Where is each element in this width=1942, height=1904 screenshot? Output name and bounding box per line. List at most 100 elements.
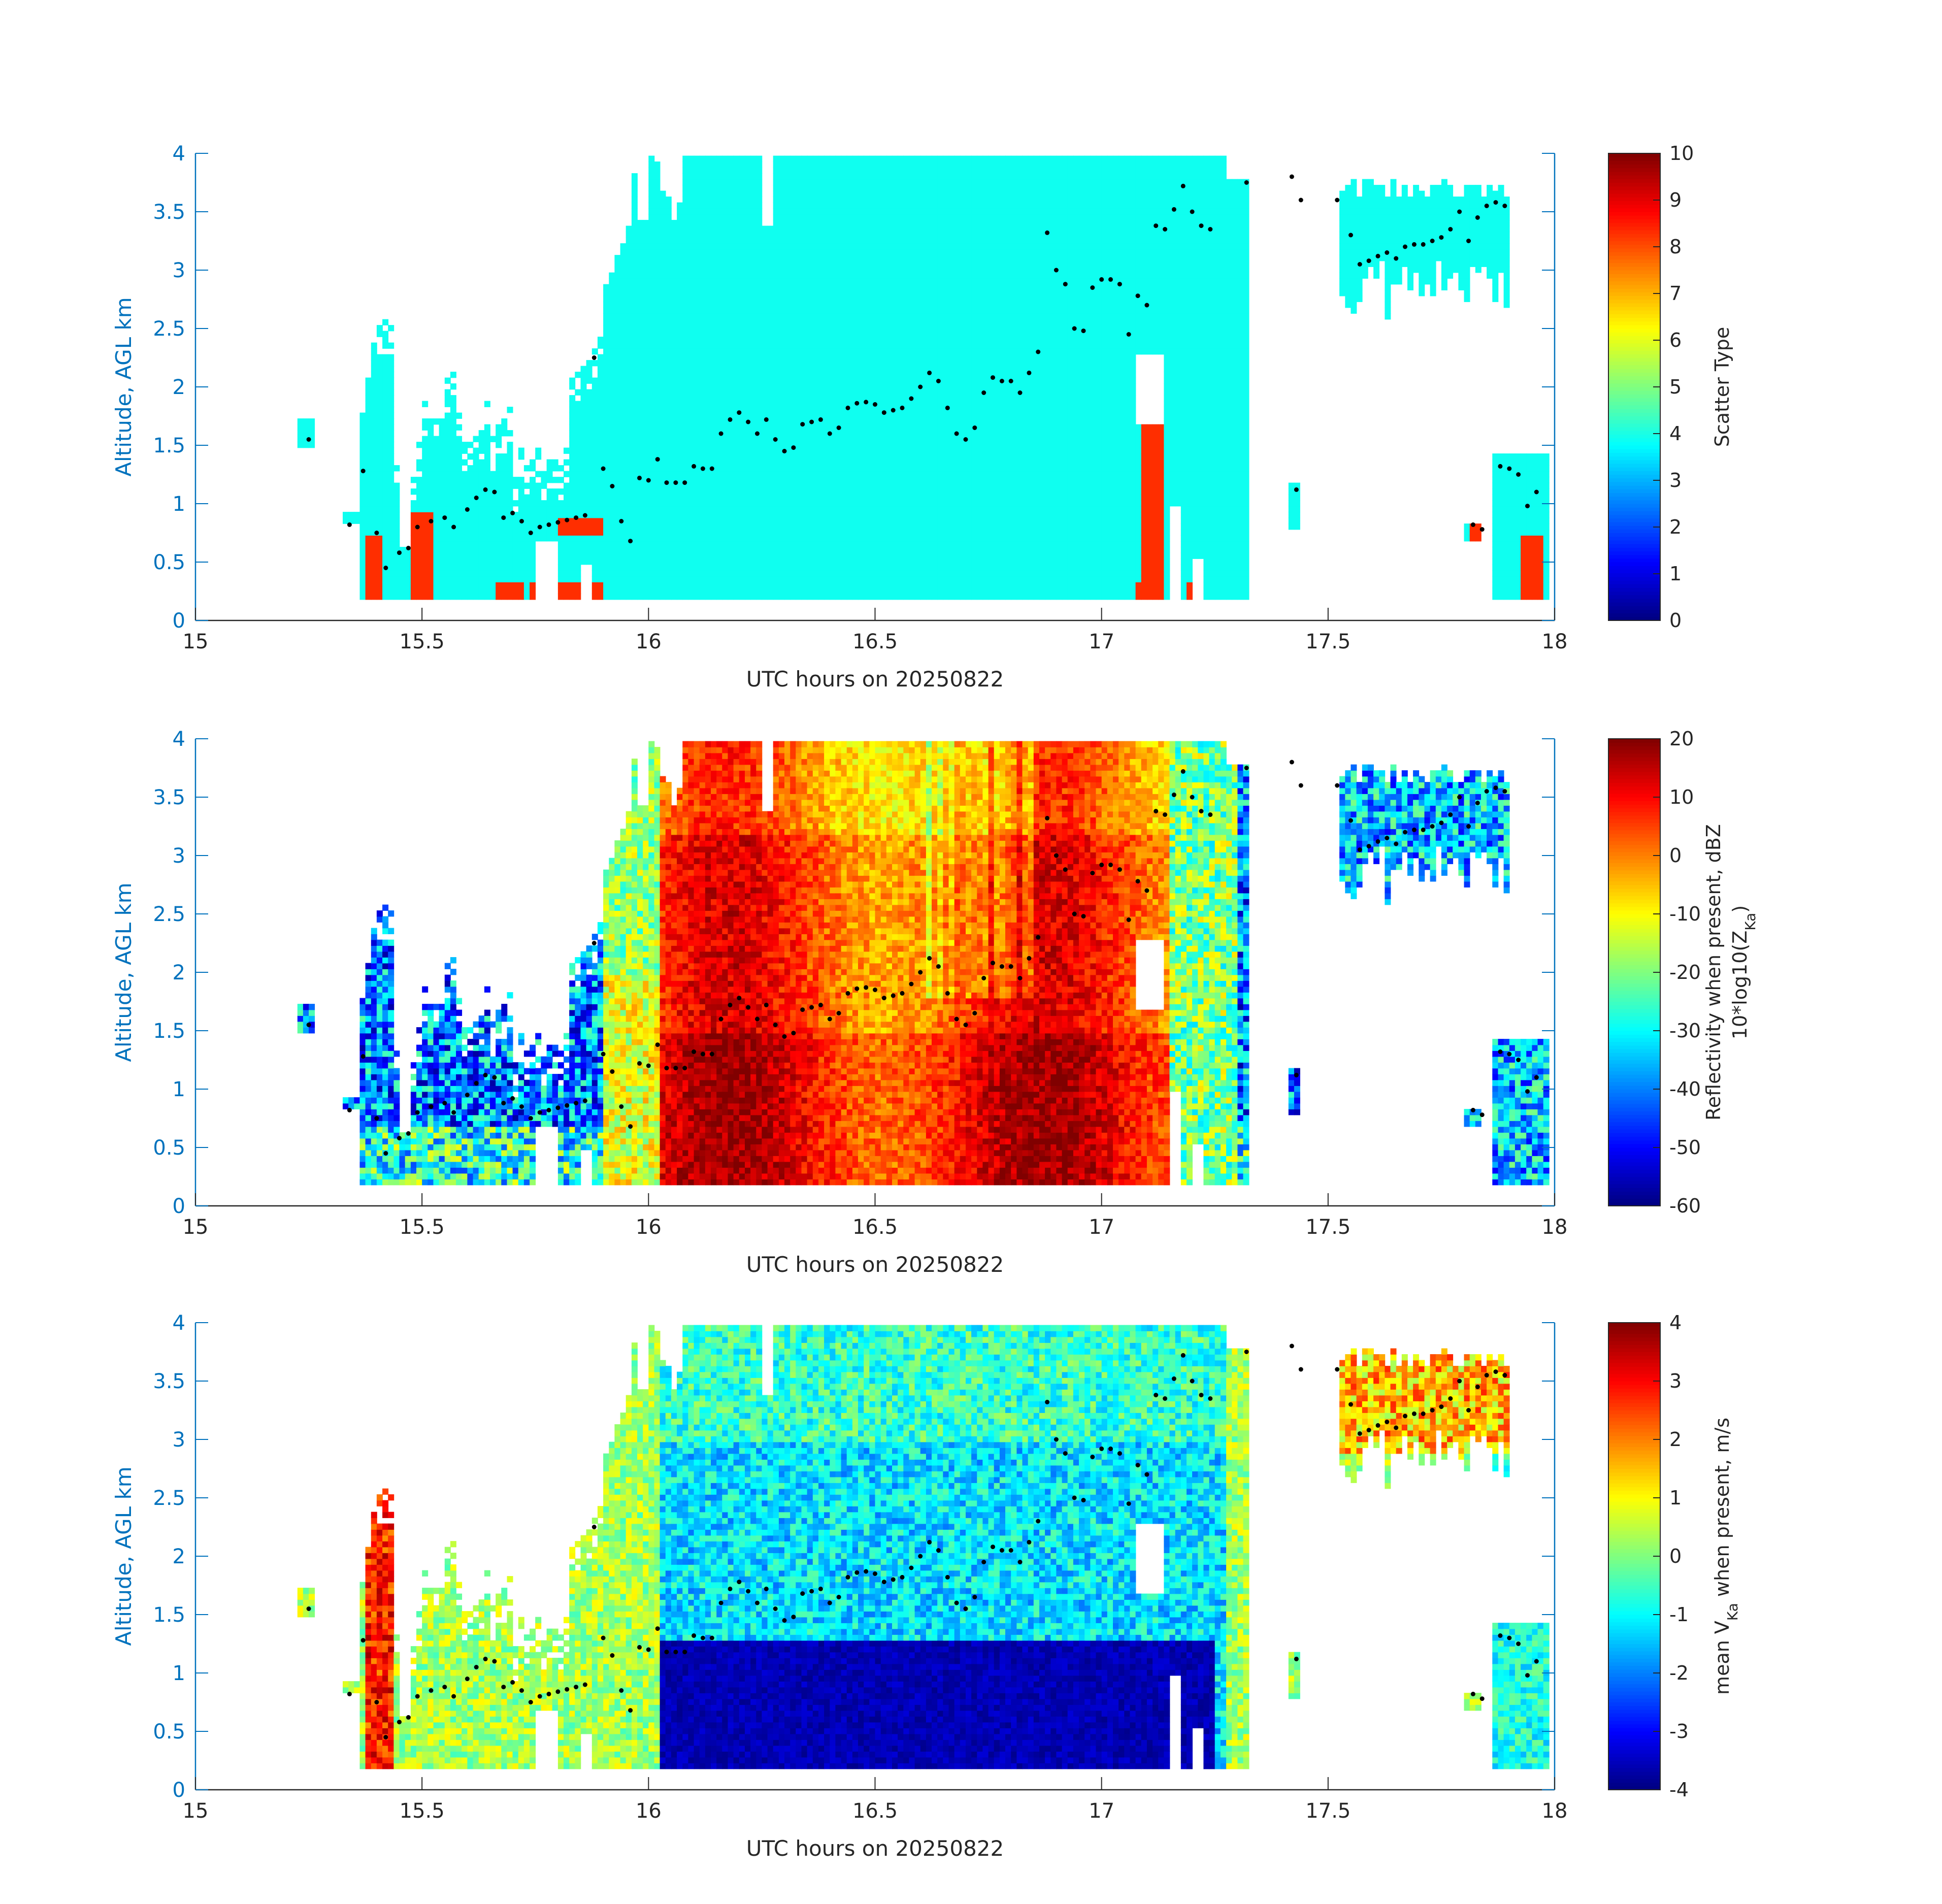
heatmap-cell bbox=[382, 465, 388, 471]
heatmap-cell bbox=[779, 570, 785, 576]
heatmap-cell bbox=[643, 354, 649, 360]
heatmap-cell bbox=[632, 471, 638, 477]
heatmap-cell bbox=[614, 442, 620, 448]
heatmap-cell bbox=[393, 570, 400, 576]
heatmap-cell bbox=[592, 442, 598, 448]
heatmap-cell bbox=[779, 471, 785, 477]
heatmap-cell bbox=[513, 582, 519, 588]
heatmap-cell bbox=[360, 530, 366, 536]
heatmap-cell bbox=[711, 413, 717, 419]
heatmap-cell bbox=[620, 383, 627, 389]
heatmap-cell bbox=[496, 506, 502, 512]
heatmap-cell bbox=[728, 238, 734, 244]
heatmap-cell bbox=[796, 243, 802, 249]
heatmap-cell bbox=[382, 471, 388, 477]
heatmap-cell bbox=[586, 530, 593, 536]
heatmap-cell bbox=[620, 500, 627, 506]
heatmap-cell bbox=[705, 395, 711, 401]
heatmap-cell bbox=[393, 565, 400, 571]
heatmap-cell bbox=[598, 343, 604, 349]
heatmap-cell bbox=[728, 378, 734, 384]
heatmap-cell bbox=[654, 523, 661, 530]
heatmap-cell bbox=[581, 477, 587, 483]
heatmap-cell bbox=[496, 570, 502, 576]
heatmap-cell bbox=[456, 530, 462, 536]
heatmap-cell bbox=[728, 453, 734, 459]
heatmap-cell bbox=[705, 530, 711, 536]
heatmap-cell bbox=[434, 465, 440, 471]
heatmap-cell bbox=[632, 413, 638, 419]
heatmap-cell bbox=[660, 488, 666, 495]
heatmap-cell bbox=[711, 424, 717, 431]
heatmap-cell bbox=[382, 500, 388, 506]
heatmap-cell bbox=[762, 325, 768, 331]
heatmap-cell bbox=[739, 477, 745, 483]
heatmap-cell bbox=[779, 588, 785, 594]
heatmap-cell bbox=[609, 436, 615, 442]
heatmap-cell bbox=[773, 290, 779, 296]
heatmap-cell bbox=[768, 354, 774, 360]
heatmap-cell bbox=[581, 372, 587, 378]
heatmap-cell bbox=[484, 530, 490, 536]
heatmap-cell bbox=[637, 395, 643, 401]
heatmap-cell bbox=[473, 465, 479, 471]
heatmap-cell bbox=[575, 459, 581, 466]
heatmap-cell bbox=[552, 506, 558, 512]
heatmap-cell bbox=[666, 424, 672, 431]
heatmap-cell bbox=[688, 418, 694, 424]
heatmap-cell bbox=[666, 495, 672, 501]
heatmap-cell bbox=[603, 401, 609, 407]
heatmap-cell bbox=[626, 337, 632, 343]
heatmap-cell bbox=[445, 570, 451, 576]
heatmap-cell bbox=[632, 588, 638, 594]
heatmap-cell bbox=[660, 383, 666, 389]
heatmap-cell bbox=[677, 471, 683, 477]
heatmap-cell bbox=[598, 535, 604, 541]
heatmap-cell bbox=[688, 495, 694, 501]
heatmap-cell bbox=[796, 430, 802, 436]
heatmap-cell bbox=[790, 354, 796, 360]
heatmap-cell bbox=[648, 325, 654, 331]
heatmap-cell bbox=[796, 500, 802, 506]
heatmap-cell bbox=[371, 413, 377, 419]
heatmap-cell bbox=[756, 389, 762, 396]
heatmap-cell bbox=[309, 442, 315, 448]
heatmap-cell bbox=[377, 442, 383, 448]
heatmap-cell bbox=[784, 477, 791, 483]
heatmap-cell bbox=[734, 389, 740, 396]
heatmap-cell bbox=[700, 535, 706, 541]
heatmap-cell bbox=[535, 530, 541, 536]
heatmap-cell bbox=[666, 360, 672, 366]
heatmap-cell bbox=[371, 418, 377, 424]
heatmap-cell bbox=[745, 389, 751, 396]
heatmap-cell bbox=[796, 547, 802, 553]
heatmap-cell bbox=[637, 249, 643, 255]
heatmap-cell bbox=[756, 302, 762, 308]
heatmap-cell bbox=[632, 570, 638, 576]
heatmap-cell bbox=[750, 442, 756, 448]
heatmap-cell bbox=[620, 541, 627, 547]
heatmap-cell bbox=[711, 378, 717, 384]
heatmap-cell bbox=[796, 156, 802, 162]
heatmap-cell bbox=[745, 495, 751, 501]
heatmap-cell bbox=[603, 418, 609, 424]
heatmap-cell bbox=[360, 541, 366, 547]
heatmap-cell bbox=[694, 232, 700, 238]
heatmap-cell bbox=[609, 413, 615, 419]
heatmap-cell bbox=[779, 576, 785, 582]
heatmap-cell bbox=[524, 570, 530, 576]
heatmap-cell bbox=[614, 547, 620, 553]
heatmap-cell bbox=[750, 582, 756, 588]
heatmap-cell bbox=[484, 559, 490, 565]
heatmap-cell bbox=[654, 530, 661, 536]
heatmap-cell bbox=[614, 553, 620, 559]
heatmap-cell bbox=[694, 337, 700, 343]
heatmap-cell bbox=[626, 290, 632, 296]
heatmap-cell bbox=[700, 261, 706, 267]
heatmap-cell bbox=[694, 541, 700, 547]
heatmap-cell bbox=[762, 383, 768, 389]
heatmap-cell bbox=[700, 495, 706, 501]
heatmap-cell bbox=[694, 378, 700, 384]
heatmap-cell bbox=[298, 424, 304, 431]
heatmap-cell bbox=[434, 418, 440, 424]
